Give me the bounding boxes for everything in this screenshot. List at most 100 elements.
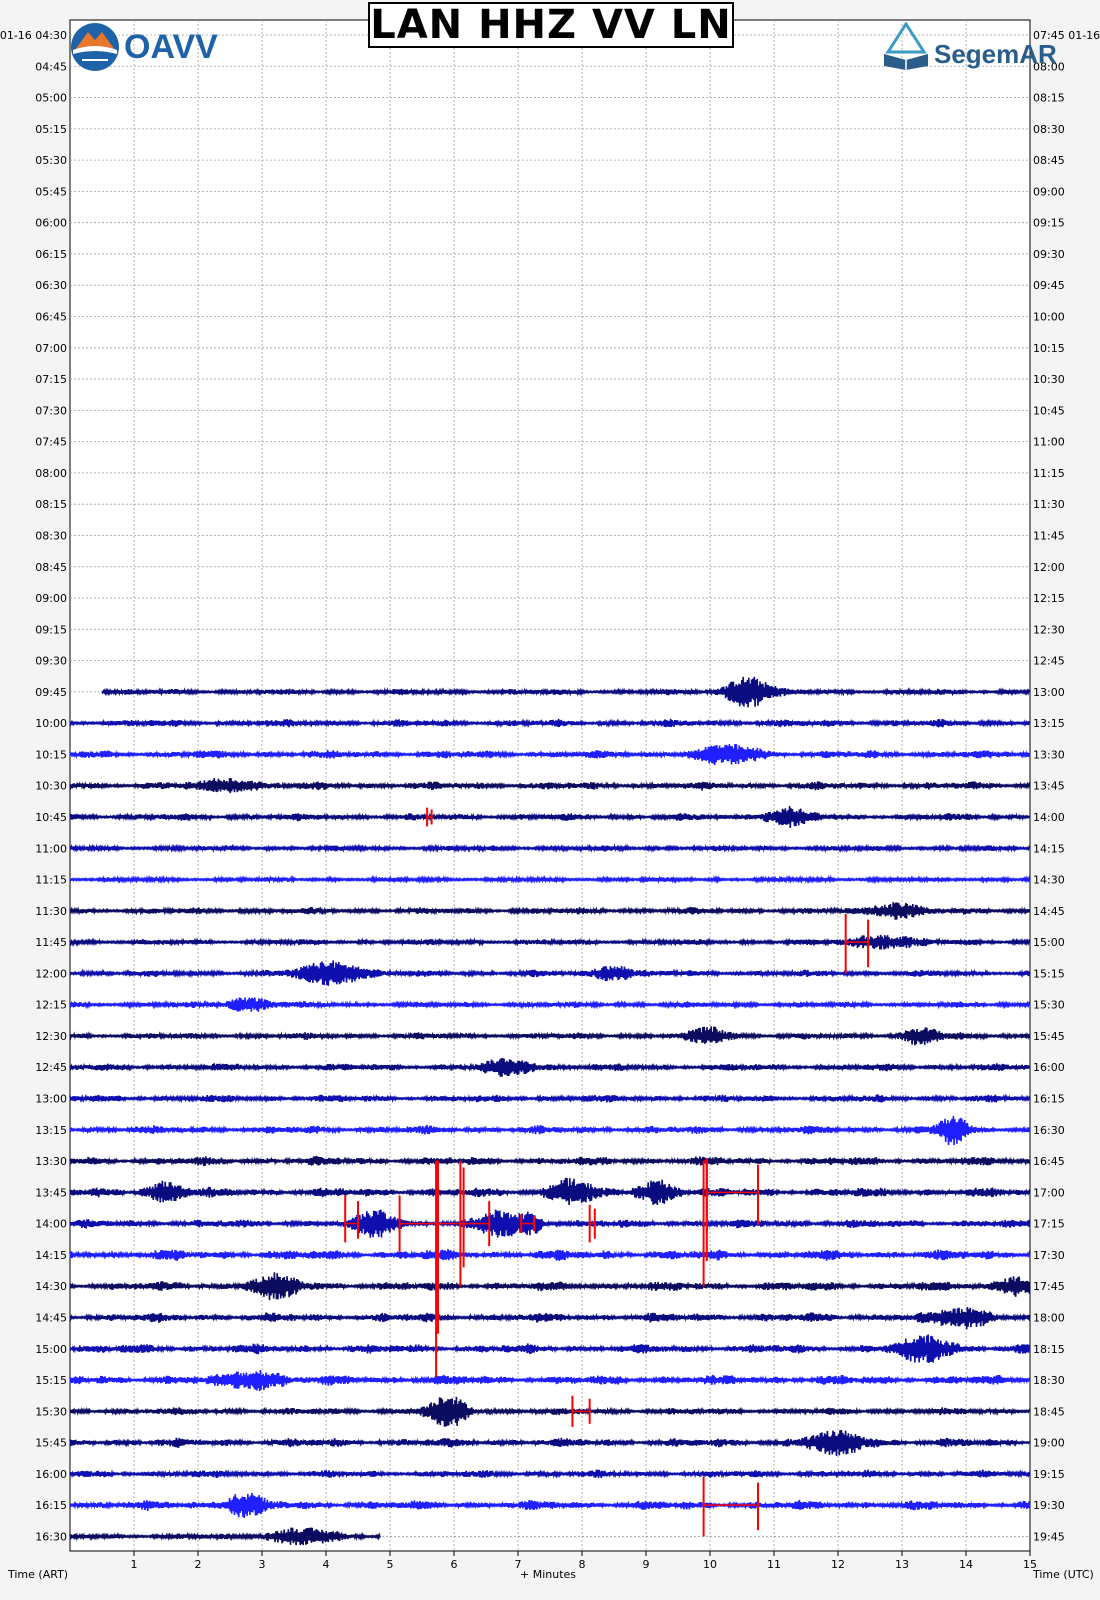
right-tick-label: 15:30 <box>1033 999 1065 1012</box>
oavv-logo-text: OAVV <box>124 27 218 66</box>
left-tick-label: 09:00 <box>35 592 67 605</box>
right-tick-label: 16:00 <box>1033 1061 1065 1074</box>
seismic-trace <box>69 1155 1031 1167</box>
left-tick-label: 06:00 <box>35 217 67 230</box>
seismic-trace <box>69 1272 1031 1301</box>
left-tick-label: 12:00 <box>35 967 67 980</box>
seismic-trace <box>69 934 1031 950</box>
book-logo-icon <box>884 22 928 70</box>
seismic-trace <box>69 1527 381 1546</box>
left-tick-label: 13:30 <box>35 1155 67 1168</box>
x-axis-label: + Minutes <box>520 1568 577 1581</box>
right-tick-label: 11:30 <box>1033 498 1065 511</box>
left-tick-label: 01-16 04:30 <box>0 29 67 42</box>
left-tick-label: 05:00 <box>35 92 67 105</box>
right-tick-label: 15:00 <box>1033 936 1065 949</box>
right-tick-label: 13:00 <box>1033 686 1065 699</box>
seismic-trace <box>69 1492 1031 1519</box>
seismic-trace <box>69 997 1031 1012</box>
right-tick-label: 09:15 <box>1033 217 1065 230</box>
left-tick-label: 07:30 <box>35 404 67 417</box>
left-tick-label: 12:45 <box>35 1061 67 1074</box>
left-tick-label: 16:30 <box>35 1530 67 1543</box>
right-tick-label: 10:45 <box>1033 404 1065 417</box>
right-tick-label: 14:15 <box>1033 842 1065 855</box>
left-tick-label: 10:15 <box>35 748 67 761</box>
right-tick-label: 15:15 <box>1033 967 1065 980</box>
seismic-trace <box>69 778 1031 794</box>
x-tick-label: 4 <box>323 1558 330 1571</box>
left-tick-label: 16:15 <box>35 1499 67 1512</box>
left-tick-label: 08:45 <box>35 561 67 574</box>
left-tick-label: 11:00 <box>35 842 67 855</box>
right-tick-label: 18:00 <box>1033 1311 1065 1324</box>
left-tick-label: 13:45 <box>35 1186 67 1199</box>
x-tick-label: 8 <box>579 1558 586 1571</box>
left-tick-label: 06:45 <box>35 311 67 324</box>
x-tick-label: 2 <box>195 1558 202 1571</box>
left-tick-label: 04:45 <box>35 60 67 73</box>
right-tick-label: 11:00 <box>1033 436 1065 449</box>
right-tick-label: 17:30 <box>1033 1249 1065 1262</box>
seismic-trace <box>69 1177 1031 1206</box>
left-tick-label: 11:45 <box>35 936 67 949</box>
left-tick-label: 08:30 <box>35 529 67 542</box>
left-tick-label: 10:45 <box>35 811 67 824</box>
right-tick-label: 19:15 <box>1033 1468 1065 1481</box>
x-tick-label: 10 <box>703 1558 717 1571</box>
left-tick-label: 09:15 <box>35 623 67 636</box>
right-tick-label: 12:15 <box>1033 592 1065 605</box>
seismic-trace <box>69 1093 1031 1104</box>
seismic-trace <box>69 1306 1031 1330</box>
traces <box>69 676 1031 1546</box>
right-tick-label: 12:45 <box>1033 655 1065 668</box>
segemar-logo: SegemAR <box>880 20 1057 70</box>
seismic-trace <box>69 1396 1031 1427</box>
right-tick-label: 19:30 <box>1033 1499 1065 1512</box>
left-tick-label: 08:15 <box>35 498 67 511</box>
left-tick-label: 06:30 <box>35 279 67 292</box>
right-tick-label: 08:00 <box>1033 60 1065 73</box>
seismic-trace <box>69 874 1031 885</box>
x-tick-label: 13 <box>895 1558 909 1571</box>
left-tick-label: 14:45 <box>35 1311 67 1324</box>
seismic-trace <box>69 1469 1031 1479</box>
right-tick-label: 14:45 <box>1033 905 1065 918</box>
left-tick-label: 14:00 <box>35 1218 67 1231</box>
left-tick-label: 10:30 <box>35 780 67 793</box>
left-tick-label: 08:00 <box>35 467 67 480</box>
x-tick-label: 14 <box>959 1558 973 1571</box>
right-tick-label: 18:45 <box>1033 1405 1065 1418</box>
right-tick-label: 15:45 <box>1033 1030 1065 1043</box>
seismic-trace <box>101 676 1031 708</box>
x-tick-label: 6 <box>451 1558 458 1571</box>
right-tick-label: 09:00 <box>1033 185 1065 198</box>
right-tick-label: 17:15 <box>1033 1218 1065 1231</box>
seismic-trace <box>69 843 1031 854</box>
left-tick-label: 14:30 <box>35 1280 67 1293</box>
left-tick-label: 05:45 <box>35 185 67 198</box>
seismic-trace <box>69 1249 1031 1261</box>
left-tick-label: 07:45 <box>35 436 67 449</box>
right-tick-label: 19:45 <box>1033 1530 1065 1543</box>
left-tick-label: 15:30 <box>35 1405 67 1418</box>
seismic-trace <box>69 1115 1031 1146</box>
right-tick-label: 10:00 <box>1033 311 1065 324</box>
right-tick-label: 08:30 <box>1033 123 1065 136</box>
left-tick-label: 13:15 <box>35 1124 67 1137</box>
left-tick-label: 15:00 <box>35 1343 67 1356</box>
right-tick-label: 17:00 <box>1033 1186 1065 1199</box>
right-tick-label: 10:15 <box>1033 342 1065 355</box>
left-tick-label: 05:15 <box>35 123 67 136</box>
right-tick-label: 14:00 <box>1033 811 1065 824</box>
right-tick-label: 17:45 <box>1033 1280 1065 1293</box>
right-tick-label: 07:45 01-16 <box>1033 29 1100 42</box>
seismic-trace <box>69 1026 1031 1046</box>
seismic-trace <box>69 902 1031 920</box>
right-tick-label: 13:45 <box>1033 780 1065 793</box>
left-tick-label: 16:00 <box>35 1468 67 1481</box>
right-tick-label: 09:45 <box>1033 279 1065 292</box>
left-tick-label: 05:30 <box>35 154 67 167</box>
